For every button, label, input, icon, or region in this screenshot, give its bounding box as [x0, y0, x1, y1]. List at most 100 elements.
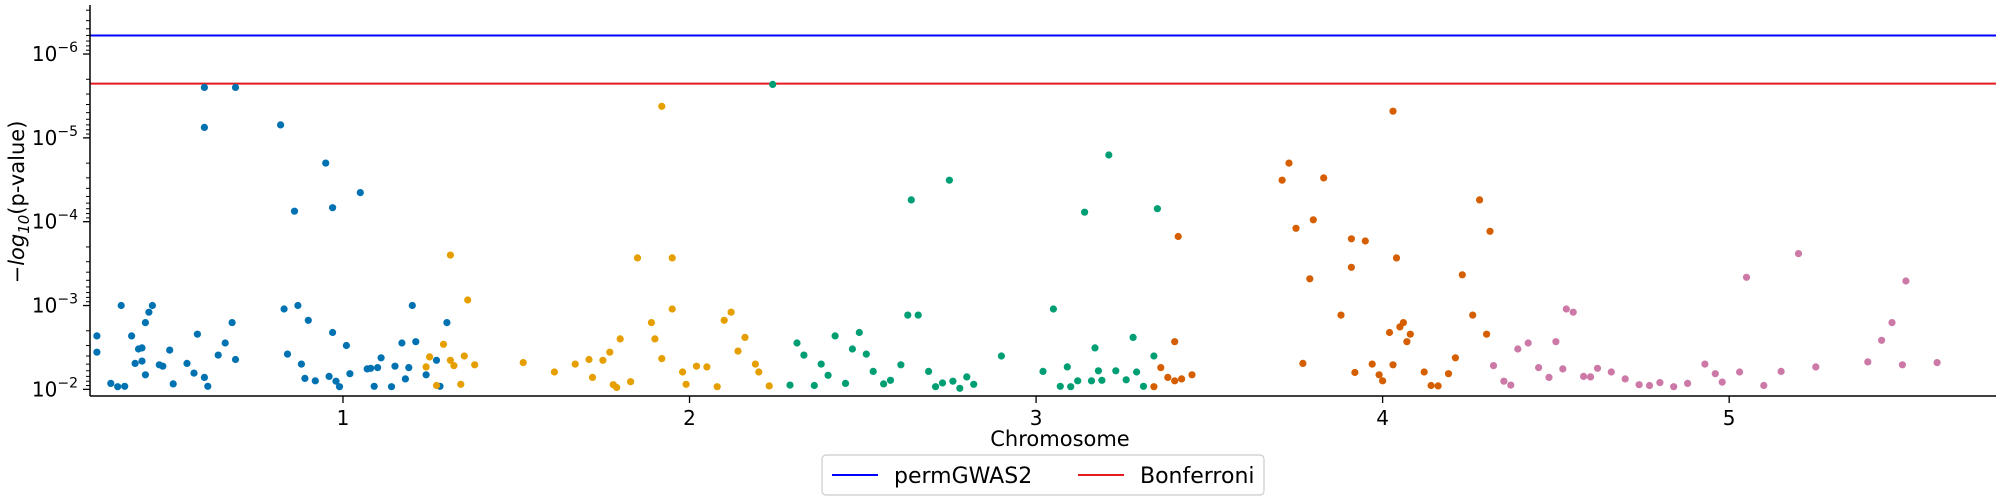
data-point [342, 341, 350, 350]
data-point [1087, 377, 1096, 385]
data-point [107, 379, 115, 387]
data-point [1489, 362, 1498, 370]
data-point [457, 380, 465, 388]
data-point [405, 364, 413, 372]
data-point [1056, 382, 1064, 390]
data-point [231, 355, 240, 364]
data-point [658, 102, 666, 110]
data-point [356, 189, 364, 197]
data-point [426, 353, 434, 361]
data-point [647, 319, 656, 327]
data-point [422, 371, 430, 379]
data-point [945, 176, 954, 184]
data-point [1552, 338, 1560, 346]
data-point [1081, 208, 1089, 216]
data-point [1902, 277, 1910, 285]
data-point [713, 383, 721, 391]
data-point [786, 381, 794, 389]
data-point [1718, 378, 1726, 386]
series-chr2 [422, 102, 773, 392]
y-axis-label: −log10(p-value) [5, 121, 33, 284]
data-point [214, 351, 222, 359]
data-point [1091, 344, 1099, 352]
data-point [1406, 330, 1414, 338]
data-point [1122, 376, 1130, 384]
data-point [658, 355, 666, 363]
data-point [439, 340, 448, 348]
data-point [283, 350, 292, 358]
data-point [304, 316, 312, 324]
data-point [1645, 381, 1654, 390]
data-point [1320, 174, 1328, 182]
data-point [1285, 159, 1293, 167]
data-point [886, 376, 895, 384]
x-axis-label: Chromosome [990, 427, 1129, 451]
data-point [141, 371, 149, 379]
data-point [751, 360, 760, 368]
data-point [727, 308, 735, 316]
data-point [800, 351, 808, 359]
data-point [367, 364, 375, 372]
y-axis-ticks: 10−6 10−5 10−4 10−3 10−2 [32, 9, 90, 401]
data-point [412, 338, 420, 346]
data-point [1593, 364, 1602, 372]
data-point [1385, 328, 1394, 337]
data-point [460, 352, 468, 360]
data-point [1164, 373, 1172, 381]
data-point [93, 348, 101, 356]
data-point [606, 348, 614, 356]
data-point [1049, 305, 1057, 313]
data-point [1389, 361, 1397, 369]
x-tick-label: 4 [1376, 406, 1389, 430]
data-point [1098, 376, 1106, 384]
data-point [914, 311, 922, 319]
data-point [145, 308, 153, 316]
data-point [668, 254, 676, 262]
data-point [432, 381, 441, 390]
data-point [1150, 383, 1158, 391]
data-point [1347, 235, 1355, 243]
data-point [1094, 367, 1102, 375]
data-point [1535, 364, 1543, 372]
data-point [190, 369, 198, 377]
data-point [1361, 237, 1369, 245]
data-point [332, 377, 340, 385]
data-point [1444, 370, 1453, 378]
data-point [703, 363, 711, 371]
data-point [391, 362, 399, 370]
data-point [1469, 311, 1477, 319]
data-point [862, 350, 870, 358]
data-point [1586, 373, 1595, 381]
data-point [997, 352, 1006, 360]
data-point [755, 368, 763, 376]
data-point [228, 319, 236, 327]
y-tick-label: 10−3 [32, 292, 78, 318]
data-point [627, 378, 635, 386]
data-point [1486, 227, 1494, 235]
data-point [824, 371, 832, 379]
data-point [1112, 367, 1120, 375]
data-point [1507, 381, 1515, 389]
data-point [329, 204, 337, 212]
series-chr5 [1489, 250, 1941, 391]
data-point [1306, 275, 1314, 283]
data-point [741, 333, 749, 341]
data-point [855, 328, 863, 337]
data-point [679, 368, 687, 376]
data-point [280, 305, 288, 313]
data-point [1777, 367, 1785, 375]
data-point [131, 359, 139, 367]
data-point [571, 360, 579, 368]
data-point [1379, 377, 1387, 385]
data-point [377, 354, 385, 362]
data-point [1458, 271, 1466, 279]
data-points [93, 80, 1941, 392]
data-point [1139, 382, 1148, 390]
data-point [949, 377, 957, 385]
data-point [114, 383, 122, 391]
data-point [471, 361, 479, 369]
data-point [183, 359, 191, 367]
data-point [1500, 377, 1508, 385]
data-point [1701, 360, 1709, 368]
data-point [325, 372, 333, 380]
